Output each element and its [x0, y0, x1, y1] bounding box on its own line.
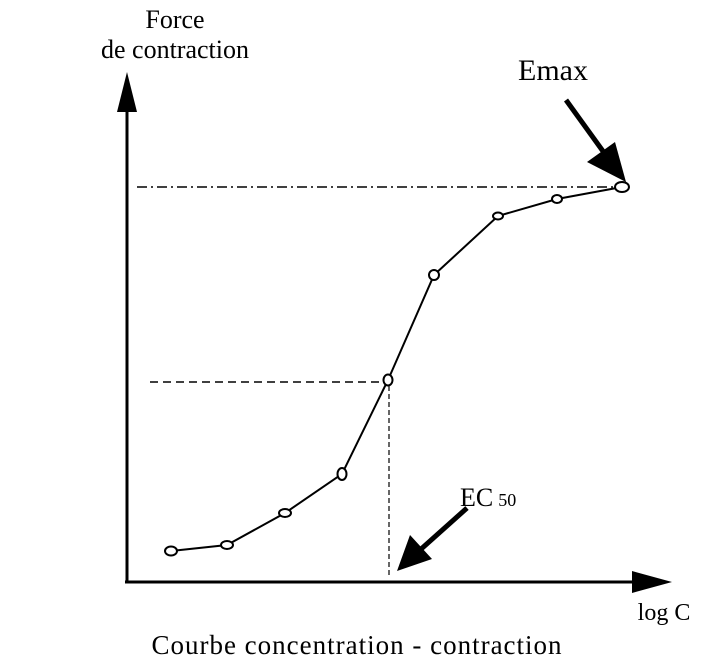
- ec50-arrow-shaft: [418, 506, 469, 552]
- emax-arrow-head: [587, 142, 626, 182]
- point: [428, 269, 440, 281]
- ec50-arrow-head: [397, 535, 432, 571]
- point: [382, 373, 394, 387]
- x-axis-label: log C: [638, 600, 691, 626]
- point: [164, 545, 178, 557]
- point: [551, 194, 563, 204]
- point: [278, 508, 292, 518]
- y-axis-arrow: [117, 72, 137, 112]
- y-axis-label: Force: [145, 5, 204, 34]
- x-axis-arrow: [632, 571, 672, 593]
- ec50-label: EC 50: [460, 483, 516, 512]
- caption: Courbe concentration - contraction: [151, 630, 562, 660]
- point: [492, 211, 504, 221]
- ec50-sub: 50: [498, 490, 516, 510]
- ec50-main: EC: [460, 483, 493, 512]
- curve: [170, 186, 623, 552]
- point: [614, 181, 630, 193]
- points: [164, 181, 630, 557]
- emax-label: Emax: [518, 54, 588, 87]
- emax-arrow-shaft: [563, 98, 608, 156]
- point: [336, 467, 348, 481]
- point: [220, 540, 234, 550]
- y-axis-label: de contraction: [101, 35, 249, 64]
